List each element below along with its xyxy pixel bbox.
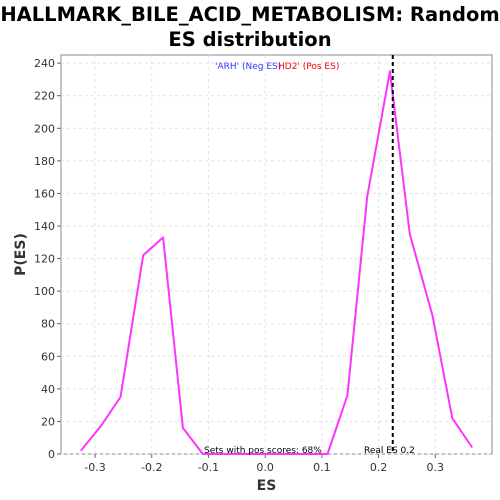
y-tick-label: 60 (41, 350, 55, 363)
y-tick-label: 220 (34, 90, 55, 103)
y-tick-label: 140 (34, 220, 55, 233)
x-tick-label: 0.0 (256, 461, 274, 474)
chart-title-line1: HALLMARK_BILE_ACID_METABOLISM: Random (0, 3, 500, 26)
series-line (80, 70, 474, 455)
x-axis-title: ES (257, 478, 277, 494)
y-tick-label: 100 (34, 285, 55, 298)
axes: 0 20 40 60 80 100 120 140 160 180 200 220 240 -0.3 -0.… (34, 57, 444, 474)
real-es-annotation: Real ES 0.2 (364, 446, 415, 456)
y-tick-label: 80 (41, 318, 55, 331)
y-tick-label: 180 (34, 155, 55, 168)
y-tick-label: 20 (41, 415, 55, 428)
grid-lines (61, 55, 492, 455)
plot-area (60, 54, 493, 455)
x-tick-label: -0.3 (84, 461, 105, 474)
x-tick-label: 0.2 (370, 461, 388, 474)
y-axis-title: P(ES) (13, 233, 29, 276)
x-tick-label: 0.1 (313, 461, 331, 474)
y-tick-label: 200 (34, 122, 55, 135)
legend-pos-label: HD2' (Pos ES) (278, 62, 339, 72)
legend-neg-label: 'ARH' (Neg ES) (215, 62, 281, 72)
y-tick-label: 120 (34, 253, 55, 266)
pos-scores-annotation: Sets with pos scores: 68% (204, 446, 322, 456)
y-tick-label: 40 (41, 383, 55, 396)
chart-title: HALLMARK_BILE_ACID_METABOLISM: Random ES… (0, 2, 500, 52)
x-tick-label: 0.3 (427, 461, 445, 474)
y-tick-label: 240 (34, 57, 55, 70)
x-tick-label: -0.1 (198, 461, 219, 474)
y-tick-label: 0 (48, 448, 55, 461)
y-tick-label: 160 (34, 187, 55, 200)
chart-title-line2: ES distribution (168, 28, 332, 51)
x-tick-label: -0.2 (141, 461, 162, 474)
series-layer (80, 70, 474, 455)
